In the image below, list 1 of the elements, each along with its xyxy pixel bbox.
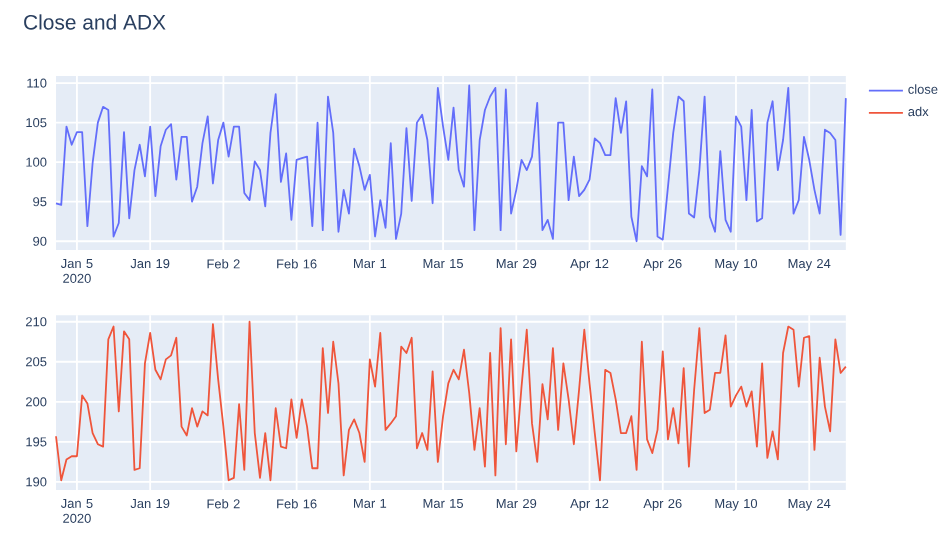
chart-title: Close and ADX [24,14,166,30]
